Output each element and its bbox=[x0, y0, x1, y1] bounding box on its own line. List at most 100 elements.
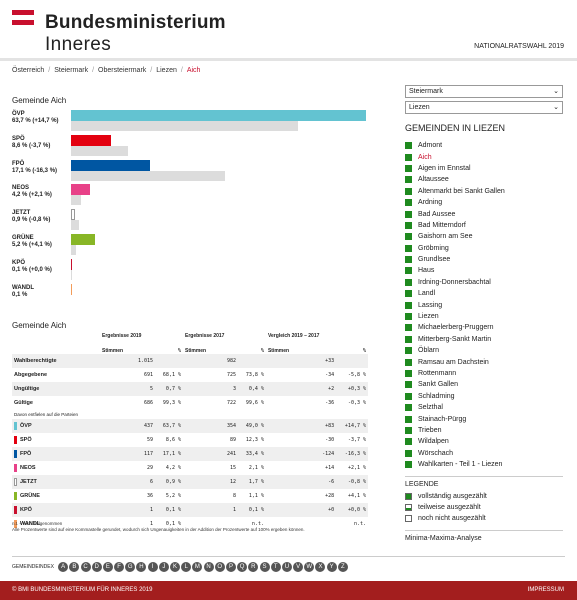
table-cell: 33,4 % bbox=[238, 447, 266, 461]
divider bbox=[12, 556, 565, 557]
index-letter-f[interactable]: F bbox=[114, 562, 125, 572]
gemeinde-item[interactable]: Landl bbox=[405, 288, 505, 299]
gemeinde-item[interactable]: Aich bbox=[405, 151, 505, 162]
table-cell: 686 bbox=[144, 400, 154, 406]
table-cell: +14 bbox=[325, 465, 335, 471]
breadcrumb-item[interactable]: Obersteiermark bbox=[98, 67, 147, 74]
table-cell bbox=[238, 333, 266, 347]
index-letter-b[interactable]: B bbox=[69, 562, 80, 572]
table-cell: 29 bbox=[147, 465, 154, 471]
index-letter-a[interactable]: A bbox=[58, 562, 69, 572]
header-pct: % bbox=[260, 348, 264, 354]
table-cell bbox=[12, 347, 100, 354]
table-cell: -0,8 % bbox=[336, 475, 368, 489]
gemeinde-item[interactable]: Selzthal bbox=[405, 402, 505, 413]
gemeinde-label: Stainach-Pürgg bbox=[418, 415, 467, 423]
header-pct: % bbox=[177, 348, 181, 354]
results-chart: ÖVP 63,7 % (+14,7 %) SPÖ 8,6 % (-3,7 %) FPÖ 1… bbox=[12, 108, 377, 303]
gemeinde-item[interactable]: Wahlkarten - Teil 1 - Liezen bbox=[405, 459, 505, 470]
gemeinde-item[interactable]: Öblarn bbox=[405, 345, 505, 356]
gemeinde-item[interactable]: Bad Aussee bbox=[405, 208, 505, 219]
legend-label: noch nicht ausgezählt bbox=[418, 515, 486, 522]
chevron-down-icon: ⌄ bbox=[553, 104, 559, 111]
minmax-link[interactable]: Minima-Maxima-Analyse bbox=[405, 535, 482, 542]
chart-label: KPÖ 0,1 % (+0,0 %) bbox=[12, 260, 70, 274]
row-label: Wahlberechtigte bbox=[12, 354, 100, 368]
status-square-icon bbox=[405, 153, 412, 161]
row-label: GRÜNE bbox=[12, 489, 100, 503]
table-row: FPÖ 117 17,1 % 241 33,4 % -124 -16,3 % bbox=[12, 447, 368, 461]
index-letter-k[interactable]: K bbox=[170, 562, 181, 572]
gemeinde-item[interactable]: Wildalpen bbox=[405, 436, 505, 447]
index-letter-n[interactable]: N bbox=[203, 562, 214, 572]
index-letter-d[interactable]: D bbox=[91, 562, 102, 572]
index-letter-q[interactable]: Q bbox=[237, 562, 248, 572]
index-letter-e[interactable]: E bbox=[102, 562, 113, 572]
legend-label: vollständig ausgezählt bbox=[418, 493, 487, 500]
table-row: KPÖ 1 0,1 % 1 0,1 % +0 +0,0 % bbox=[12, 503, 368, 517]
index-letter-l[interactable]: L bbox=[181, 562, 192, 572]
index-letter-o[interactable]: O bbox=[214, 562, 225, 572]
table-row: JETZT 6 0,9 % 12 1,7 % -6 -0,8 % bbox=[12, 475, 368, 489]
gemeinde-item[interactable]: Admont bbox=[405, 140, 505, 151]
note-rounding: Alle Prozentwerte sind auf eine Kommaste… bbox=[12, 527, 305, 532]
logo-line1[interactable]: Bundesministerium bbox=[45, 12, 226, 33]
table-cell: -124 bbox=[265, 447, 337, 461]
index-letter-v[interactable]: V bbox=[293, 562, 304, 572]
index-letter-c[interactable]: C bbox=[80, 562, 91, 572]
gemeinde-label: Rottenmann bbox=[418, 370, 457, 377]
gemeinde-item[interactable]: Irdning-Donnersbachtal bbox=[405, 277, 505, 288]
gemeinde-item[interactable]: Haus bbox=[405, 265, 505, 276]
gemeinde-item[interactable]: Altaussee bbox=[405, 174, 505, 185]
index-letter-s[interactable]: S bbox=[259, 562, 270, 572]
gemeinde-item[interactable]: Ardning bbox=[405, 197, 505, 208]
party-name: ÖVP bbox=[20, 423, 32, 430]
index-letter-g[interactable]: G bbox=[125, 562, 136, 572]
gemeinde-item[interactable]: Lassing bbox=[405, 299, 505, 310]
logo-line2[interactable]: Inneres bbox=[45, 34, 112, 55]
gemeinde-item[interactable]: Rottenmann bbox=[405, 368, 505, 379]
gemeinde-item[interactable]: Gröbming bbox=[405, 243, 505, 254]
gemeinde-item[interactable]: Altenmarkt bei Sankt Gallen bbox=[405, 186, 505, 197]
index-letter-m[interactable]: M bbox=[192, 562, 203, 572]
table-cell: 722 bbox=[227, 400, 237, 406]
index-letter-r[interactable]: R bbox=[248, 562, 259, 572]
breadcrumb-item[interactable]: Steiermark bbox=[54, 67, 89, 74]
gemeinde-item[interactable]: Sankt Gallen bbox=[405, 379, 505, 390]
breadcrumb-item[interactable]: Österreich bbox=[12, 67, 45, 74]
index-letter-x[interactable]: X bbox=[315, 562, 326, 572]
breadcrumb-item[interactable]: Liezen bbox=[156, 67, 177, 74]
table-row: Davon entfielen auf die Parteien bbox=[12, 410, 368, 419]
gemeinde-item[interactable]: Stainach-Pürgg bbox=[405, 413, 505, 424]
index-letter-j[interactable]: J bbox=[158, 562, 169, 572]
gemeinde-item[interactable]: Ramsau am Dachstein bbox=[405, 356, 505, 367]
index-letter-p[interactable]: P bbox=[225, 562, 236, 572]
index-letter-i[interactable]: I bbox=[147, 562, 158, 572]
table-cell: -5,8 % bbox=[347, 372, 366, 378]
district-select[interactable]: Liezen ⌄ bbox=[405, 101, 563, 114]
gemeinde-item[interactable]: Aigen im Ennstal bbox=[405, 163, 505, 174]
index-letter-u[interactable]: U bbox=[281, 562, 292, 572]
breadcrumb: Österreich / Steiermark / Obersteiermark / Lie… bbox=[12, 67, 200, 74]
table-cell: -0,3 % bbox=[347, 400, 366, 406]
gemeinde-item[interactable]: Liezen bbox=[405, 311, 505, 322]
state-select[interactable]: Steiermark ⌄ bbox=[405, 85, 563, 98]
gemeinde-item[interactable]: Michaelerberg-Pruggern bbox=[405, 322, 505, 333]
index-letter-h[interactable]: H bbox=[136, 562, 147, 572]
gemeinde-item[interactable]: Schladming bbox=[405, 391, 505, 402]
gemeinde-item[interactable]: Gaishorn am See bbox=[405, 231, 505, 242]
gemeinde-item[interactable]: Wörschach bbox=[405, 448, 505, 459]
index-letter-w[interactable]: W bbox=[304, 562, 315, 572]
index-letter-t[interactable]: T bbox=[270, 562, 281, 572]
party-value: 4,2 % (+2,1 %) bbox=[12, 192, 52, 199]
impressum-link[interactable]: IMPRESSUM bbox=[527, 587, 564, 593]
gemeinde-item[interactable]: Mitterberg-Sankt Martin bbox=[405, 334, 505, 345]
gemeinde-item[interactable]: Trieben bbox=[405, 425, 505, 436]
gemeinde-item[interactable]: Bad Mitterndorf bbox=[405, 220, 505, 231]
party-name: JETZT bbox=[20, 479, 37, 486]
table-cell: 1 bbox=[150, 521, 154, 527]
status-square-icon bbox=[405, 392, 412, 400]
index-letter-y[interactable]: Y bbox=[326, 562, 337, 572]
index-letter-z[interactable]: Z bbox=[337, 562, 348, 572]
gemeinde-item[interactable]: Grundlsee bbox=[405, 254, 505, 265]
